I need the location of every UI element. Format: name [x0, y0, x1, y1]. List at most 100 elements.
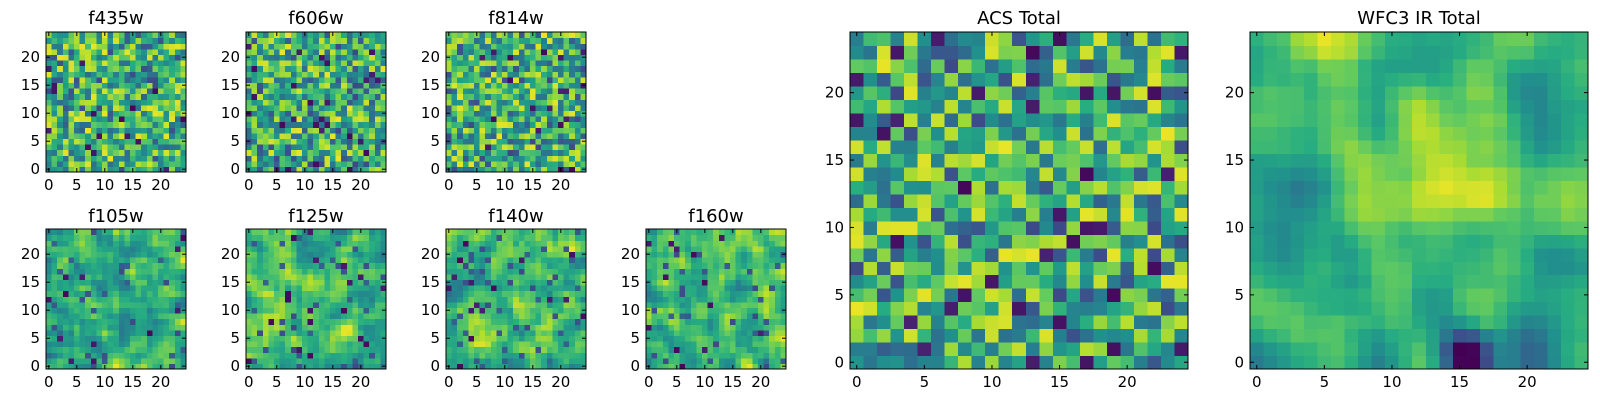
heatmap-cell [307, 324, 314, 331]
heatmap-cell [296, 166, 303, 173]
heatmap-cell [341, 234, 348, 241]
heatmap-cell [158, 88, 165, 95]
heatmap-cell [931, 180, 946, 195]
y-tick-label: 5 [230, 132, 240, 150]
heatmap-cell [690, 240, 697, 247]
heatmap-cell [262, 71, 269, 78]
heatmap-cell [369, 88, 376, 95]
heatmap-cell [746, 229, 753, 236]
heatmap-cell [457, 121, 464, 128]
heatmap-cell [96, 352, 103, 359]
heatmap-cell [279, 160, 286, 167]
heatmap-cell [646, 285, 653, 292]
heatmap-cell [457, 65, 464, 72]
heatmap-cell [462, 160, 469, 167]
heatmap-cell [524, 76, 531, 83]
heatmap-cell [307, 60, 314, 67]
heatmap-cell [507, 251, 514, 258]
heatmap-cell [574, 144, 581, 151]
heatmap-cell [1106, 166, 1121, 181]
heatmap-cell [318, 155, 325, 162]
heatmap-cell [124, 318, 131, 325]
heatmap-cell [479, 352, 486, 359]
heatmap-cell [341, 285, 348, 292]
heatmap-cell [490, 104, 497, 111]
heatmap-cell [163, 262, 170, 269]
heatmap-cell [535, 290, 542, 297]
heatmap-cell [113, 329, 120, 336]
heatmap-cell [79, 296, 86, 303]
heatmap-cell [546, 132, 553, 139]
heatmap-cell [468, 290, 475, 297]
heatmap-cell [1093, 274, 1108, 289]
heatmap-cell [124, 279, 131, 286]
heatmap-cell [850, 166, 865, 181]
heatmap-cell [257, 104, 264, 111]
heatmap-cell [262, 48, 269, 55]
heatmap-cell [102, 335, 109, 342]
heatmap-cell [474, 104, 481, 111]
heatmap-cell [74, 132, 81, 139]
heatmap-cell [546, 262, 553, 269]
heatmap-cell [546, 48, 553, 55]
heatmap-cell [152, 268, 159, 275]
heatmap-cell [1093, 301, 1108, 316]
heatmap-cell [330, 240, 337, 247]
heatmap-cell [363, 76, 370, 83]
heatmap-cell [318, 116, 325, 123]
heatmap-cell [507, 301, 514, 308]
heatmap-cell [546, 144, 553, 151]
heatmap-cell [96, 268, 103, 275]
heatmap-cell [51, 43, 58, 50]
heatmap-cell [552, 76, 559, 83]
heatmap-cell [268, 285, 275, 292]
heatmap-cell [257, 138, 264, 145]
heatmap-cell [998, 342, 1013, 357]
heatmap-cell [268, 166, 275, 173]
heatmap-cell [268, 160, 275, 167]
heatmap-cell [730, 357, 737, 364]
heatmap-cell [1052, 166, 1067, 181]
heatmap-cell [746, 341, 753, 348]
heatmap-cell [490, 234, 497, 241]
heatmap-cell [251, 324, 258, 331]
heatmap-cell [141, 268, 148, 275]
heatmap-cell [307, 329, 314, 336]
heatmap-cell [318, 166, 325, 173]
heatmap-cell [1066, 193, 1081, 208]
heatmap-cell [931, 166, 946, 181]
heatmap-cell [68, 99, 75, 106]
heatmap-cell [330, 329, 337, 336]
heatmap-cell [668, 363, 675, 370]
heatmap-cell [468, 121, 475, 128]
heatmap-cell [180, 313, 187, 320]
heatmap-cell [279, 71, 286, 78]
heatmap-cell [174, 60, 181, 67]
heatmap-cell [580, 127, 587, 134]
heatmap-cell [502, 93, 509, 100]
x-tick-label: 5 [272, 373, 282, 391]
heatmap-cell [335, 346, 342, 353]
heatmap-cell [563, 301, 570, 308]
heatmap-cell [169, 37, 176, 44]
heatmap-cell [485, 54, 492, 61]
heatmap-cell [569, 318, 576, 325]
heatmap-cell [102, 138, 109, 145]
heatmap-cell [146, 48, 153, 55]
heatmap-cell [180, 127, 187, 134]
heatmap-cell [1147, 301, 1162, 316]
heatmap-cell [296, 346, 303, 353]
heatmap-cell [741, 251, 748, 258]
heatmap-cell [363, 240, 370, 247]
heatmap-cell [468, 82, 475, 89]
heatmap-cell [107, 99, 114, 106]
heatmap-cell [296, 296, 303, 303]
heatmap-cell [685, 273, 692, 280]
heatmap-cell [113, 32, 120, 39]
heatmap-cell [246, 324, 253, 331]
heatmap-cell [507, 273, 514, 280]
heatmap-cell [158, 93, 165, 100]
heatmap-cell [752, 324, 759, 331]
heatmap-cell [730, 324, 737, 331]
heatmap-cell [552, 352, 559, 359]
